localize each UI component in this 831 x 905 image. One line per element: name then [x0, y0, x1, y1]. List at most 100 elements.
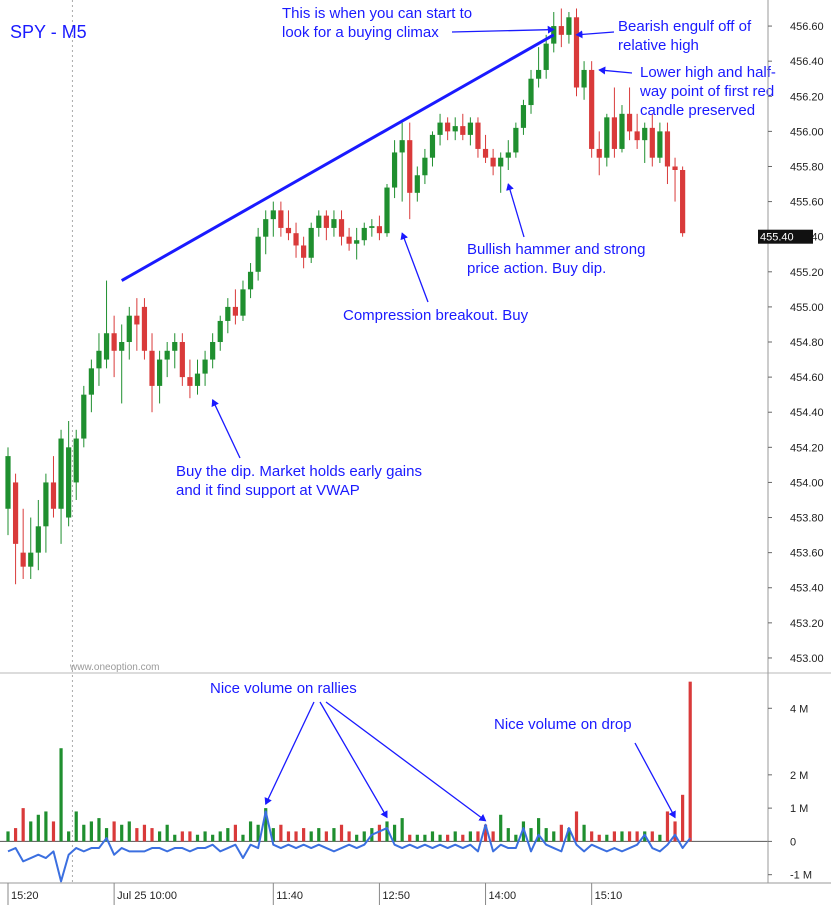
candle-body — [391, 152, 398, 188]
candle-body — [157, 359, 163, 386]
annotation-text: look for a buying climax — [282, 24, 439, 41]
candle-body — [422, 157, 428, 176]
volume-bar — [476, 831, 480, 842]
volume-bar — [597, 834, 601, 842]
volume-bar — [89, 821, 93, 842]
volume-bar — [521, 821, 526, 842]
candle-body — [680, 169, 686, 234]
volume-bar — [203, 831, 207, 842]
candle-body — [255, 236, 261, 272]
volume-bar — [112, 821, 116, 842]
annotation-text: price action. Buy dip. — [467, 260, 606, 277]
candle-body — [520, 105, 527, 128]
volume-bar — [590, 831, 594, 842]
volume-bar — [51, 821, 56, 842]
time-tick-label: 15:10 — [595, 890, 623, 902]
candle-body — [346, 236, 352, 244]
candle-body — [657, 131, 663, 158]
volume-bar — [453, 831, 457, 842]
volume-tick-label: 0 — [790, 836, 796, 848]
candle-body — [611, 117, 617, 149]
annotation-arrow — [506, 183, 525, 238]
candle-body — [604, 117, 610, 158]
volume-bar — [582, 824, 586, 842]
volume-bar — [385, 821, 389, 842]
last-price-label: 455.40 — [760, 232, 794, 244]
volume-bar — [620, 831, 624, 842]
volume-bar — [544, 828, 548, 842]
candle-body — [498, 157, 504, 167]
annotation: Bearish engulf off of relative high — [575, 18, 752, 54]
volume-bar — [567, 828, 571, 842]
volume-tick-label: -1 M — [790, 870, 812, 882]
candle-body — [369, 226, 375, 228]
candle-body — [338, 219, 345, 237]
time-tick-label: 15:20 — [11, 890, 39, 902]
candle-body — [285, 227, 292, 234]
price-tick-label: 456.60 — [790, 21, 824, 33]
candle-body — [558, 26, 564, 35]
candle-body — [581, 69, 587, 88]
candle-body — [240, 289, 246, 316]
candle-body — [81, 394, 87, 439]
candle-body — [35, 526, 41, 553]
annotation: Nice volume on rallies — [210, 680, 487, 822]
price-tick-label: 454.80 — [790, 337, 824, 349]
candle-body — [429, 134, 436, 158]
candles — [5, 8, 686, 585]
candle-body — [232, 306, 238, 316]
volume-bar — [294, 831, 298, 842]
candle-body — [505, 152, 511, 158]
candle-body — [664, 131, 671, 167]
volume-bar — [491, 831, 495, 842]
volume-line — [7, 810, 691, 883]
candle-body — [119, 342, 125, 351]
volume-bar — [355, 834, 359, 842]
volume-bar — [59, 748, 63, 842]
price-tick-label: 454.00 — [790, 477, 824, 489]
volume-bar — [309, 831, 313, 842]
candle-body — [58, 438, 64, 509]
volume-bar — [612, 831, 616, 842]
volume-bar — [552, 831, 556, 842]
volume-bar — [415, 834, 419, 842]
volume-bar — [627, 831, 632, 842]
candle-body — [149, 350, 155, 386]
annotation-arrow — [400, 232, 429, 303]
candle-body — [331, 219, 337, 228]
candle-body — [323, 215, 329, 228]
candle-body — [536, 69, 542, 79]
annotation-text: Nice volume on rallies — [210, 680, 357, 697]
candle-body — [126, 315, 132, 343]
candle-body — [194, 373, 201, 386]
volume-bar — [673, 821, 677, 842]
candle-body — [589, 69, 595, 149]
candle-body — [278, 210, 284, 228]
candle-body — [50, 482, 57, 509]
candle-body — [12, 482, 19, 544]
price-tick-label: 455.20 — [790, 267, 824, 279]
volume-bar — [13, 828, 18, 842]
candle-body — [179, 342, 185, 378]
volume-bar — [271, 828, 275, 842]
volume-bar — [97, 818, 101, 842]
volume-bar — [44, 811, 48, 842]
candle-body — [28, 552, 34, 567]
volume-bar — [29, 821, 33, 842]
candle-body — [225, 306, 231, 321]
candle-body — [20, 552, 26, 567]
annotation: Nice volume on drop — [494, 716, 676, 819]
annotation-arrow — [264, 701, 315, 806]
price-tick-label: 453.40 — [790, 583, 824, 595]
candle-body — [399, 140, 405, 153]
volume-bar — [537, 818, 541, 842]
volume-bar — [195, 834, 200, 842]
candle-body — [619, 113, 625, 149]
volume-bar — [74, 811, 78, 842]
price-tick-label: 455.80 — [790, 161, 824, 173]
volume-bar — [514, 834, 518, 842]
volume-bar — [658, 834, 662, 842]
volume-bar — [446, 834, 450, 842]
candle-body — [596, 148, 602, 158]
